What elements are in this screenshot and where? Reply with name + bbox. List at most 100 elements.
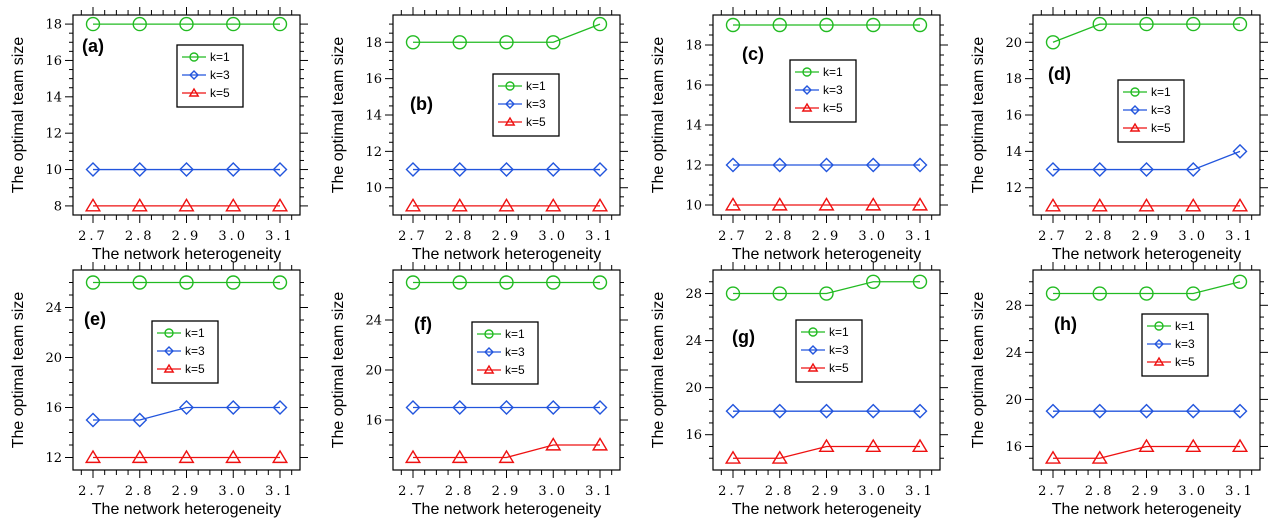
data-point-k=5 — [1091, 450, 1108, 464]
legend-label: k=3 — [1151, 103, 1171, 117]
x-tick-label: 2.9 — [492, 229, 522, 244]
legend-marker-k=1 — [164, 328, 174, 338]
series-line-k=5 — [1053, 445, 1240, 459]
data-point-k=5 — [84, 449, 102, 464]
series-line-k=3 — [93, 406, 280, 421]
y-tick-label: 16 — [685, 428, 702, 443]
legend-label: k=1 — [185, 326, 205, 340]
legend: k=1 k=3 k=5 — [789, 59, 857, 123]
series-line-k=5 — [413, 444, 600, 459]
data-point-k=5 — [1185, 438, 1202, 453]
legend-marker-k=1 — [484, 329, 494, 339]
chart-panel-a: 2.7 2.8 2.9 3.0 3.1 8 10 12 14 16 18 The network he… — [10, 7, 308, 263]
data-point-k=3 — [912, 403, 928, 419]
data-point-k=3 — [819, 157, 834, 173]
panel-label: (c) — [742, 44, 764, 64]
data-point-k=5 — [271, 449, 289, 464]
series-line-k=3 — [1053, 150, 1241, 171]
x-tick-label: 2.8 — [445, 229, 475, 244]
data-point-k=3 — [1092, 403, 1108, 419]
x-tick-label: 3.1 — [905, 484, 935, 499]
x-tick-label: 3.0 — [1178, 484, 1208, 499]
legend-marker-k=1 — [802, 67, 812, 77]
y-tick-label: 12 — [45, 127, 62, 142]
x-tick-label: 3.1 — [585, 484, 615, 499]
legend-label: k=1 — [526, 79, 546, 93]
x-tick-label: 3.1 — [1225, 229, 1255, 244]
y-tick-label: 28 — [1005, 299, 1022, 314]
y-tick-label: 10 — [365, 181, 382, 196]
x-axis-label: The network heterogeneity — [732, 501, 921, 518]
data-point-k=1 — [132, 275, 147, 290]
legend-box — [1117, 79, 1185, 143]
legend: k=1 k=3 k=5 — [1117, 79, 1185, 143]
data-point-k=5 — [545, 437, 562, 451]
x-axis-label: The network heterogeneity — [92, 501, 281, 518]
data-point-k=5 — [498, 449, 515, 464]
y-tick-label: 28 — [685, 287, 702, 302]
x-tick-label: 2.7 — [78, 484, 108, 499]
data-point-k=5 — [865, 197, 882, 211]
y-axis-label: The optimal team size — [970, 292, 987, 449]
data-point-k=1 — [546, 35, 561, 50]
legend-label: k=1 — [1151, 85, 1171, 99]
data-point-k=1 — [592, 16, 608, 32]
data-point-k=3 — [272, 162, 288, 178]
data-point-k=3 — [85, 162, 101, 178]
series-line-k=5 — [733, 445, 920, 459]
y-tick-label: 24 — [1005, 346, 1022, 361]
legend: k=1 k=3 k=5 — [795, 319, 863, 383]
y-tick-label: 16 — [1005, 109, 1022, 124]
legend-marker-k=1 — [505, 81, 515, 91]
x-tick-label: 3.1 — [1225, 484, 1255, 499]
data-point-k=3 — [452, 162, 468, 178]
x-tick-label: 3.0 — [538, 229, 568, 244]
y-axis-label: The optimal team size — [10, 37, 27, 194]
data-point-k=1 — [1045, 35, 1061, 50]
y-tick-label: 14 — [45, 90, 62, 105]
x-tick-label: 2.9 — [812, 484, 842, 499]
data-point-k=1 — [866, 17, 881, 33]
legend: k=1 k=3 k=5 — [471, 321, 539, 385]
y-tick-label: 12 — [1005, 181, 1022, 196]
y-axis-label: The optimal team size — [970, 37, 987, 194]
data-point-k=1 — [1232, 16, 1248, 32]
data-point-k=1 — [912, 274, 928, 289]
data-point-k=3 — [725, 403, 741, 419]
legend-marker-k=5 — [483, 364, 495, 374]
legend-label: k=1 — [829, 325, 849, 339]
y-tick-label: 12 — [45, 451, 62, 466]
y-tick-label: 8 — [54, 199, 62, 214]
legend: k=1 k=3 k=5 — [492, 73, 560, 137]
data-point-k=5 — [178, 449, 195, 464]
data-point-k=5 — [451, 198, 468, 212]
legend: k=1 k=3 k=5 — [1141, 313, 1209, 377]
data-point-k=1 — [272, 275, 288, 290]
x-tick-label: 2.8 — [765, 229, 795, 244]
data-point-k=5 — [771, 450, 788, 464]
legend-box — [471, 321, 539, 385]
data-point-k=5 — [404, 449, 422, 464]
x-tick-label: 2.8 — [125, 484, 155, 499]
legend-marker-k=5 — [801, 102, 813, 112]
chart-panel-b: 2.7 2.8 2.9 3.0 3.1 10 12 14 16 18 The network het… — [330, 7, 628, 263]
data-point-k=5 — [911, 197, 929, 211]
data-point-k=3 — [865, 157, 881, 173]
x-tick-label: 3.1 — [585, 229, 615, 244]
y-axis-label: The optimal team size — [650, 37, 667, 194]
panel-label: (b) — [410, 94, 433, 114]
legend-label: k=5 — [505, 363, 525, 377]
data-point-k=3 — [132, 412, 148, 428]
data-point-k=1 — [1092, 286, 1107, 301]
data-point-k=1 — [772, 286, 787, 301]
y-tick-label: 16 — [45, 401, 62, 416]
data-point-k=1 — [132, 16, 147, 32]
data-point-k=1 — [499, 35, 514, 50]
data-point-k=5 — [404, 198, 422, 212]
data-point-k=1 — [405, 35, 421, 50]
x-tick-label: 2.9 — [812, 229, 842, 244]
data-point-k=5 — [771, 197, 788, 211]
legend-label: k=1 — [1175, 319, 1195, 333]
y-tick-label: 20 — [365, 364, 382, 379]
legend-box — [151, 320, 219, 384]
